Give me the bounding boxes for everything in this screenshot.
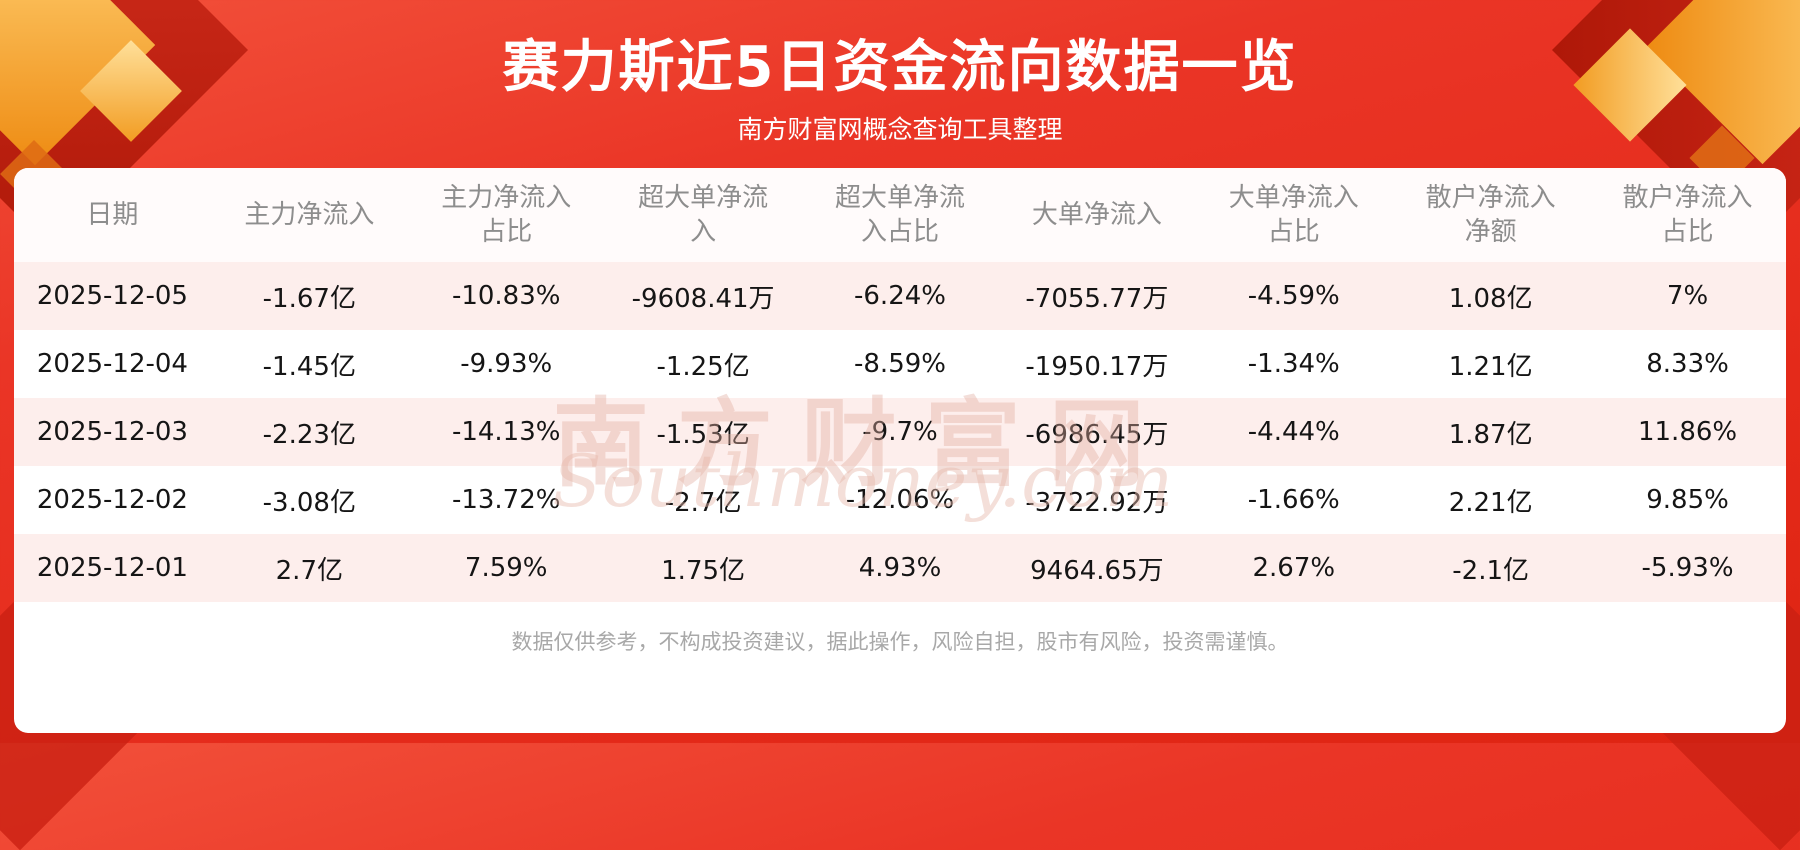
col-header-super-large-net-inflow: 超大单净流入	[638, 183, 769, 247]
table-cell: -13.72%	[451, 485, 561, 515]
cell-date: 2025-12-02	[36, 485, 188, 515]
col-header-retail-net-inflow: 散户净流入净额	[1425, 183, 1556, 247]
table-cell: -10.83%	[451, 281, 561, 311]
table-cell: -1.25亿	[656, 351, 750, 382]
table-cell: -9.7%	[862, 417, 938, 447]
table-cell: -2.1亿	[1452, 555, 1530, 586]
table-row: 2025-12-03 -2.23亿 -14.13% -1.53亿 -9.7% -…	[14, 398, 1786, 466]
table-cell: 8.33%	[1646, 349, 1729, 379]
table-cell: -9.93%	[460, 349, 553, 379]
col-header-large-net-inflow: 大单净流入	[1031, 200, 1162, 230]
col-header-large-net-inflow-ratio: 大单净流入占比	[1228, 183, 1359, 247]
table-cell: 9.85%	[1646, 485, 1729, 515]
col-header-date: 日期	[86, 200, 139, 230]
table-cell: -7055.77万	[1025, 283, 1169, 314]
table-row: 2025-12-04 -1.45亿 -9.93% -1.25亿 -8.59% -…	[14, 330, 1786, 398]
table-cell: 9464.65万	[1030, 555, 1164, 586]
col-header-super-large-net-inflow-ratio: 超大单净流入占比	[834, 183, 965, 247]
table-cell: 2.67%	[1252, 553, 1336, 583]
cell-date: 2025-12-03	[36, 417, 188, 447]
table-cell: -4.44%	[1247, 417, 1340, 447]
table-cell: -1950.17万	[1025, 351, 1169, 382]
table-cell: -3.08亿	[262, 487, 356, 518]
table-cell: -1.66%	[1247, 485, 1340, 515]
table-cell: -1.67亿	[262, 283, 356, 314]
table-cell: -1.45亿	[262, 351, 356, 382]
table-cell: -5.93%	[1641, 553, 1734, 583]
table-cell: 7.59%	[464, 553, 548, 583]
page-title: 赛力斯近5日资金流向数据一览	[502, 35, 1298, 100]
table-cell: -12.06%	[845, 485, 955, 515]
data-table-panel: 日期 主力净流入 主力净流入占比 超大单净流入 超大单净流入占比 大单净流入 大…	[14, 168, 1786, 733]
table-cell: 4.93%	[858, 553, 942, 583]
table-cell: 2.21亿	[1448, 487, 1533, 518]
table-cell: -6.24%	[854, 281, 946, 311]
cell-date: 2025-12-05	[36, 281, 188, 311]
table-row: 2025-12-02 -3.08亿 -13.72% -2.7亿 -12.06% …	[14, 466, 1786, 534]
disclaimer-text: 数据仅供参考，不构成投资建议，据此操作，风险自担，股市有风险，投资需谨慎。	[511, 630, 1289, 654]
table-cell: 11.86%	[1637, 417, 1738, 447]
table-cell: -1.53亿	[656, 419, 750, 450]
table-row: 2025-12-01 2.7亿 7.59% 1.75亿 4.93% 9464.6…	[14, 534, 1786, 602]
table-row: 2025-12-05 -1.67亿 -10.83% -9608.41万 -6.2…	[14, 262, 1786, 330]
table-cell: -14.13%	[451, 417, 561, 447]
cell-date: 2025-12-01	[36, 553, 188, 583]
col-header-main-net-inflow-ratio: 主力净流入占比	[441, 183, 572, 247]
table-cell: 1.75亿	[661, 555, 746, 586]
table-cell: -9608.41万	[631, 283, 775, 314]
table-cell: 1.87亿	[1448, 419, 1533, 450]
table-cell: -3722.92万	[1025, 487, 1169, 518]
table-cell: 1.08亿	[1448, 283, 1533, 314]
table-cell: 7%	[1666, 281, 1709, 311]
table-cell: -2.23亿	[262, 419, 356, 450]
table-cell: -6986.45万	[1025, 419, 1169, 450]
table-header-row: 日期 主力净流入 主力净流入占比 超大单净流入 超大单净流入占比 大单净流入 大…	[14, 168, 1786, 262]
table-cell: -2.7亿	[664, 487, 742, 518]
table-cell: -4.59%	[1247, 281, 1340, 311]
table-cell: -1.34%	[1247, 349, 1340, 379]
col-header-retail-net-inflow-ratio: 散户净流入占比	[1622, 183, 1753, 247]
table-cell: -8.59%	[854, 349, 946, 379]
cell-date: 2025-12-04	[36, 349, 188, 379]
table-cell: 2.7亿	[275, 555, 343, 586]
col-header-main-net-inflow: 主力净流入	[244, 200, 375, 230]
table-cell: 1.21亿	[1448, 351, 1533, 382]
page-subtitle: 南方财富网概念查询工具整理	[737, 115, 1063, 144]
